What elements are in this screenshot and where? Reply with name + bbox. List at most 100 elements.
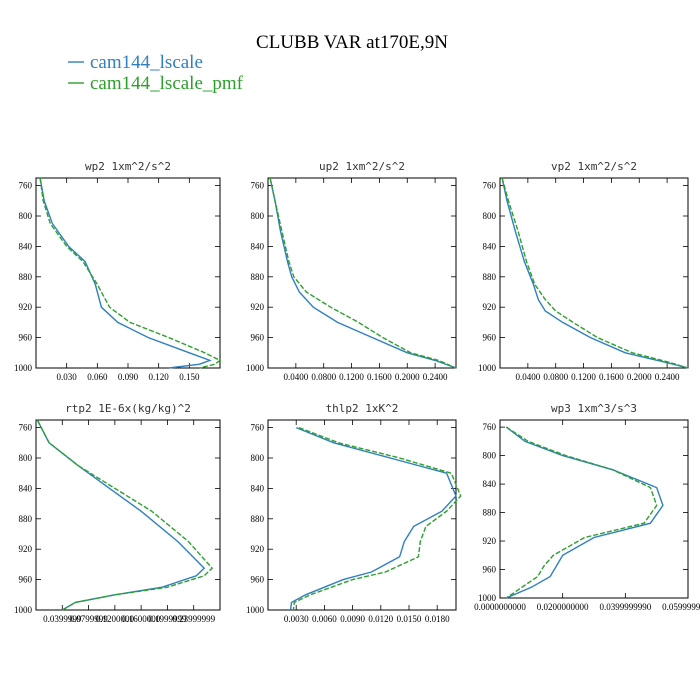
- x-tick-label: 0.120: [149, 372, 170, 382]
- y-tick-label: 800: [19, 453, 33, 463]
- plot-frame: [499, 419, 689, 599]
- panel-title: rtp2 1E-6x(kg/kg)^2: [65, 402, 191, 415]
- y-tick-label: 1000: [14, 605, 33, 615]
- y-tick-label: 880: [251, 272, 265, 282]
- x-tick-label: 0.0120: [368, 614, 393, 624]
- series-line-cam144_lscale_pmf: [269, 177, 457, 369]
- y-tick-label: 960: [251, 575, 265, 585]
- y-tick-label: 760: [251, 181, 265, 191]
- x-tick-label: 0.0060: [312, 614, 337, 624]
- x-tick-label: 0.0030: [284, 614, 309, 624]
- series-line-cam144_lscale: [501, 177, 689, 369]
- x-tick-label: 0.0150: [397, 614, 422, 624]
- x-tick-label: 0.150: [179, 372, 200, 382]
- panel-5: wp3 1xm^3/s^3 760 800 840 880 920 960 10000.000…: [474, 402, 700, 612]
- y-tick-label: 1000: [478, 593, 497, 603]
- x-tick-label: 0.090: [118, 372, 139, 382]
- y-tick-label: 760: [483, 422, 497, 432]
- legend-label-cam144_lscale: cam144_lscale: [90, 52, 203, 73]
- y-tick-label: 840: [251, 483, 265, 493]
- y-tick-label: 800: [483, 451, 497, 461]
- y-tick-label: 840: [19, 241, 33, 251]
- panels: wp2 1xm^2/s^2 760 800 840 880 920 960 1000 0.030…: [14, 160, 700, 624]
- x-tick-label: 0.1999999: [148, 614, 187, 624]
- x-tick-label: 0.060: [87, 372, 108, 382]
- y-tick-label: 960: [483, 333, 497, 343]
- x-tick-label: 0.0800: [311, 372, 336, 382]
- y-tick-label: 960: [19, 575, 33, 585]
- panel-1: up2 1xm^2/s^2 760 800 840 880 920 960 1000 0.040…: [246, 160, 457, 382]
- y-tick-label: 760: [483, 181, 497, 191]
- series-line-cam144_lscale: [36, 419, 206, 611]
- plot-frame: [499, 177, 689, 369]
- x-tick-label: 0.1200000: [96, 614, 135, 624]
- panel-2: vp2 1xm^2/s^2 760 800 840 880 920 960 1000 0.040…: [478, 160, 689, 382]
- series-line-cam144_lscale: [289, 426, 457, 611]
- x-tick-label: 0.0400: [283, 372, 308, 382]
- y-tick-label: 920: [483, 302, 497, 312]
- y-tick-label: 920: [251, 302, 265, 312]
- series-line-cam144_lscale_pmf: [36, 419, 214, 611]
- y-tick-label: 880: [19, 514, 33, 524]
- y-tick-label: 800: [19, 211, 33, 221]
- series-line-cam144_lscale: [39, 177, 212, 369]
- y-tick-label: 920: [19, 544, 33, 554]
- panel-3: rtp2 1E-6x(kg/kg)^2 760 800 840 880 920 960 100…: [14, 402, 221, 624]
- x-tick-label: 0.23999999: [172, 614, 215, 624]
- y-tick-label: 960: [251, 333, 265, 343]
- panel-0: wp2 1xm^2/s^2 760 800 840 880 920 960 1000 0.030…: [14, 160, 222, 382]
- x-tick-label: 0.0399999990: [599, 602, 651, 612]
- x-tick-label: 0.030: [57, 372, 78, 382]
- panel-title: wp2 1xm^2/s^2: [85, 160, 171, 173]
- panel-title: wp3 1xm^3/s^3: [551, 402, 637, 415]
- y-tick-label: 880: [483, 272, 497, 282]
- plot-frame: [267, 419, 457, 611]
- y-tick-label: 800: [251, 453, 265, 463]
- plot-frame: [35, 419, 221, 611]
- x-tick-label: 0.0400: [515, 372, 540, 382]
- x-tick-label: 0.2000: [627, 372, 652, 382]
- y-tick-label: 960: [483, 565, 497, 575]
- x-tick-label: 0.0090: [340, 614, 365, 624]
- series-line-cam144_lscale: [505, 426, 664, 599]
- legend: cam144_lscale cam144_lscale_pmf: [68, 52, 244, 94]
- y-tick-label: 760: [19, 181, 33, 191]
- x-tick-label: 0.1600000: [122, 614, 161, 624]
- plot-frame: [267, 177, 457, 369]
- x-tick-label: 0.1600: [367, 372, 392, 382]
- series-line-cam144_lscale_pmf: [39, 177, 222, 369]
- series-line-cam144_lscale_pmf: [505, 426, 658, 599]
- x-tick-label: 0.0180: [425, 614, 450, 624]
- y-tick-label: 840: [483, 241, 497, 251]
- x-tick-label: 0.1200: [339, 372, 364, 382]
- series-line-cam144_lscale_pmf: [501, 177, 689, 369]
- series-line-cam144_lscale: [269, 177, 457, 369]
- y-tick-label: 1000: [246, 605, 265, 615]
- y-tick-label: 1000: [246, 363, 265, 373]
- x-tick-label: 0.2000: [395, 372, 420, 382]
- x-tick-label: 0.2400: [655, 372, 680, 382]
- y-tick-label: 840: [483, 479, 497, 489]
- y-tick-label: 800: [483, 211, 497, 221]
- x-tick-label: 0.1600: [599, 372, 624, 382]
- panel-title: thlp2 1xK^2: [326, 402, 399, 415]
- x-tick-label: 0.2400: [423, 372, 448, 382]
- y-tick-label: 920: [19, 302, 33, 312]
- y-tick-label: 880: [251, 514, 265, 524]
- x-tick-label: 0.0399999: [43, 614, 82, 624]
- x-tick-label: 0.0800: [543, 372, 568, 382]
- x-tick-label: 0.0000000000: [474, 602, 526, 612]
- y-tick-label: 840: [19, 483, 33, 493]
- y-tick-label: 1000: [14, 363, 33, 373]
- y-tick-label: 1000: [478, 363, 497, 373]
- y-tick-label: 920: [251, 544, 265, 554]
- y-tick-label: 760: [251, 423, 265, 433]
- x-tick-label: 0.0599999990: [662, 602, 700, 612]
- y-tick-label: 960: [19, 333, 33, 343]
- plot-frame: [35, 177, 221, 369]
- x-tick-label: 0.0799999: [69, 614, 108, 624]
- y-tick-label: 880: [19, 272, 33, 282]
- y-tick-label: 920: [483, 536, 497, 546]
